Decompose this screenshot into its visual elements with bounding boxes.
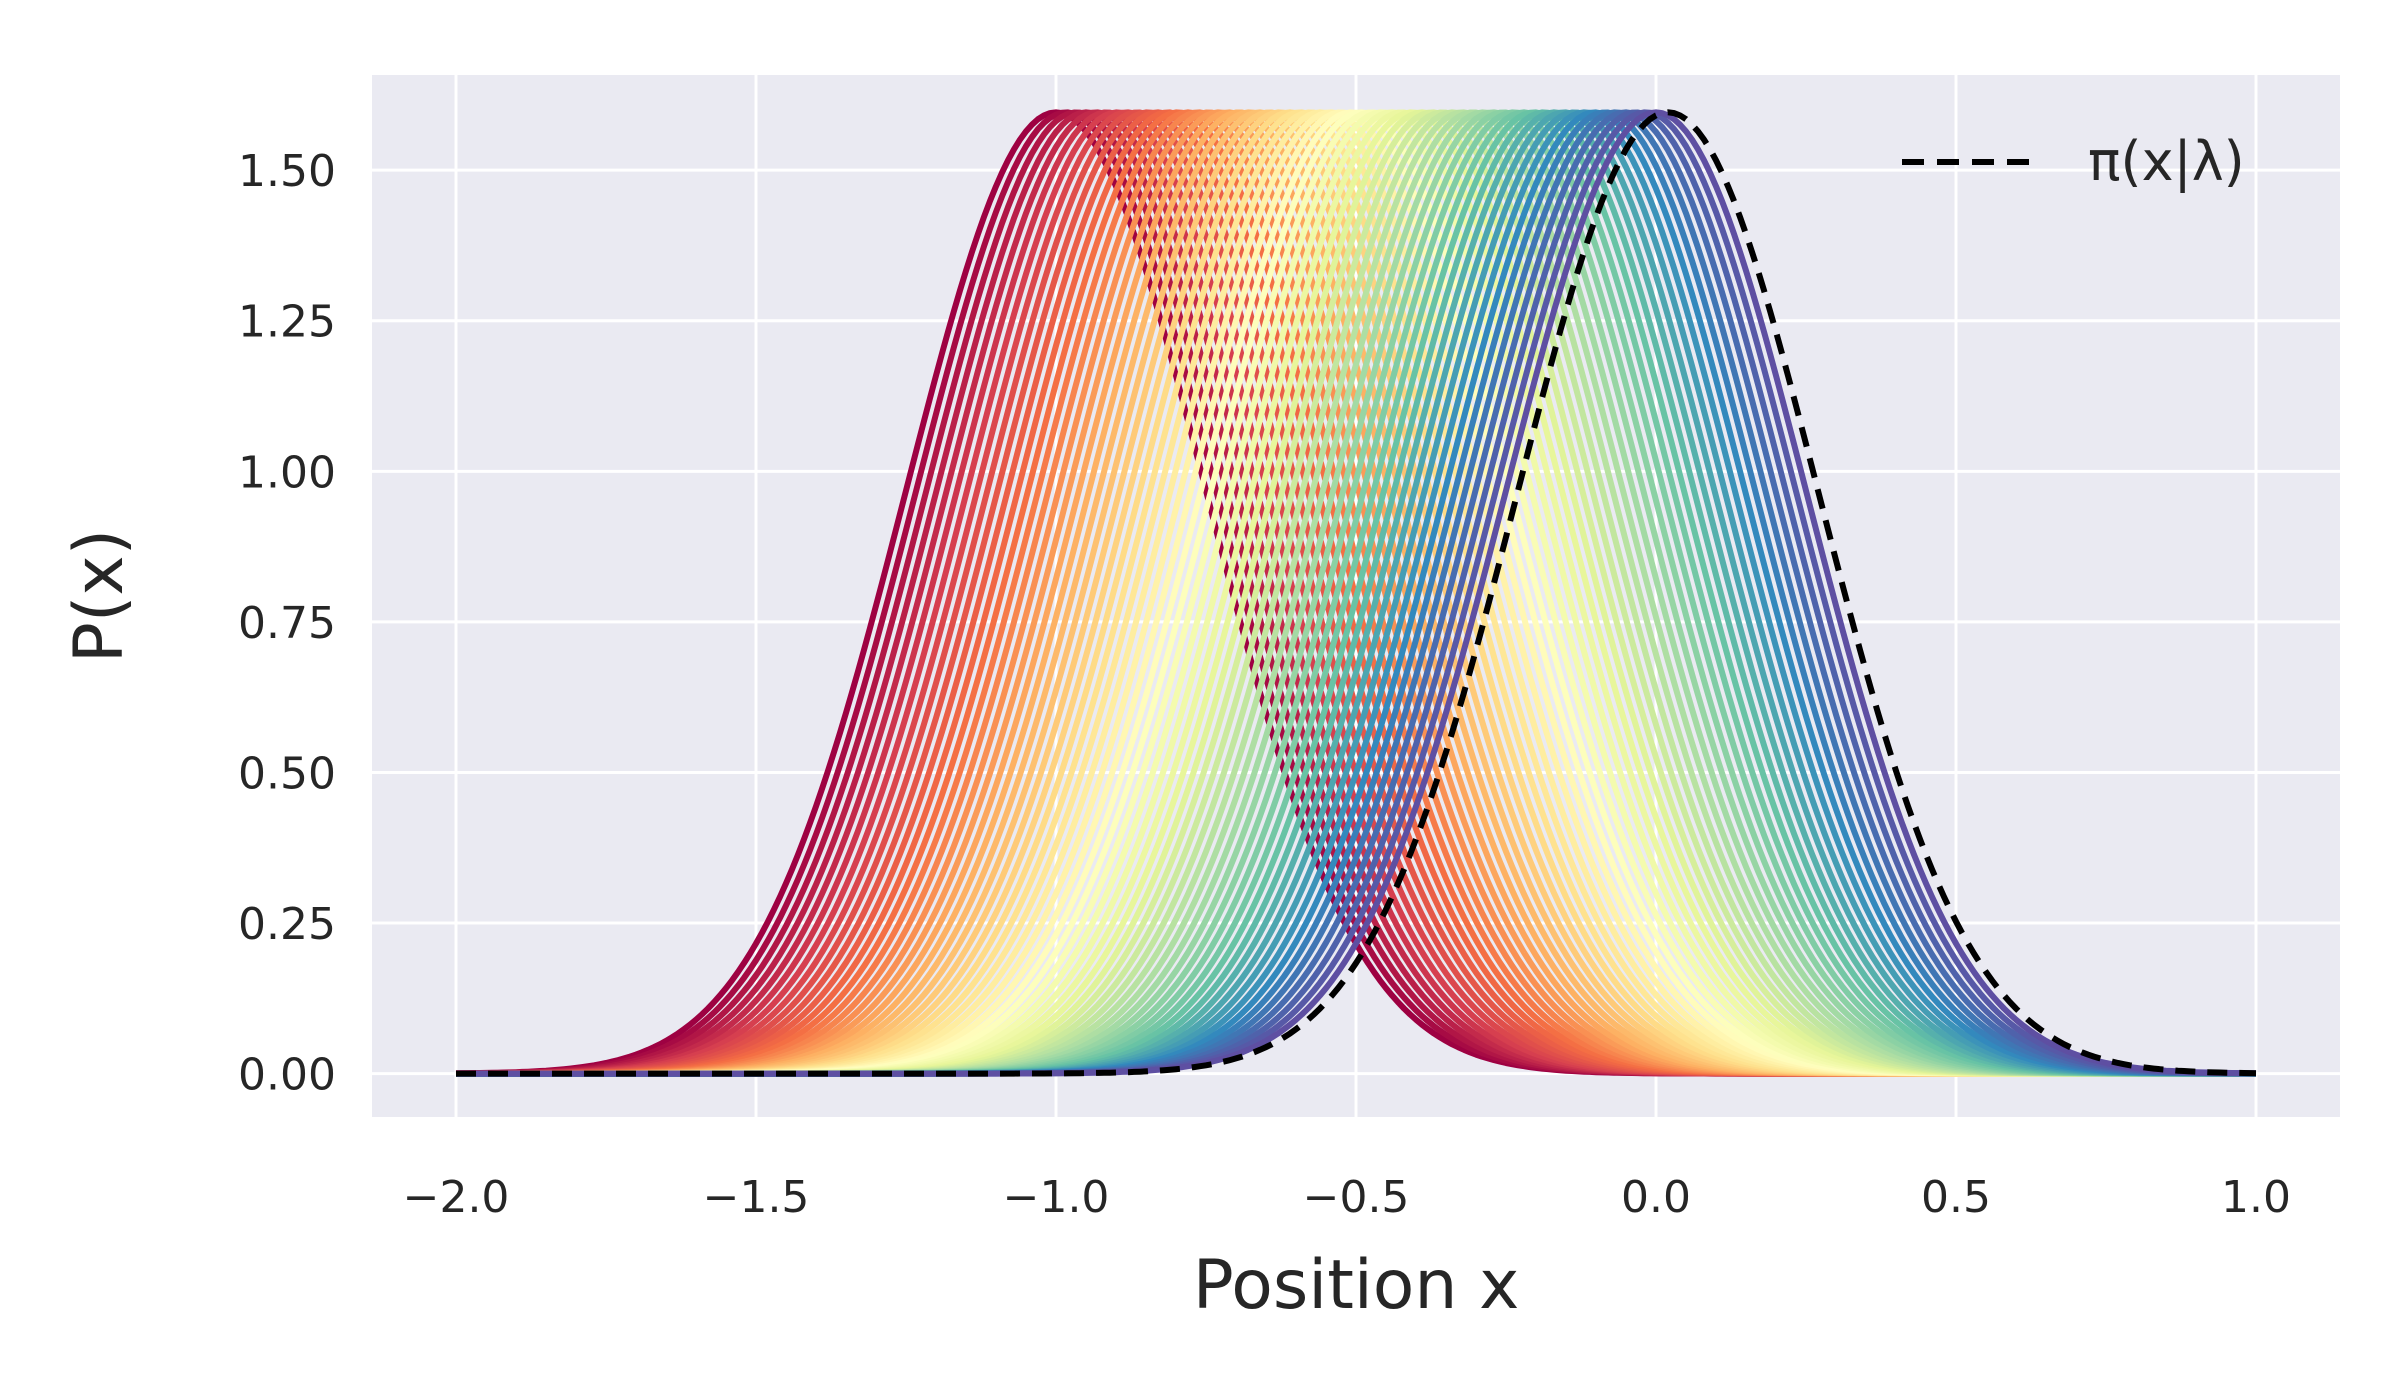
legend: π(x|λ) bbox=[1902, 130, 2245, 193]
x-tick-label-4: 0.0 bbox=[1621, 1172, 1691, 1223]
y-tick-label-4: 1.00 bbox=[238, 447, 336, 498]
tick-labels: −2.0 −1.5 −1.0 −0.5 0.0 0.5 1.0 0.00 0.25 0.50 0.7… bbox=[238, 146, 2291, 1223]
x-tick-label-1: −1.5 bbox=[703, 1172, 810, 1223]
legend-label-reference: π(x|λ) bbox=[2088, 130, 2245, 193]
y-tick-label-6: 1.50 bbox=[238, 146, 336, 197]
x-tick-label-5: 0.5 bbox=[1921, 1172, 1991, 1223]
y-tick-label-0: 0.00 bbox=[238, 1050, 336, 1101]
y-tick-label-5: 1.25 bbox=[238, 297, 336, 348]
y-axis-label: P(x) bbox=[60, 529, 139, 663]
reference-group bbox=[456, 109, 2257, 1077]
x-tick-label-0: −2.0 bbox=[403, 1172, 510, 1223]
x-axis-label: Position x bbox=[1193, 1246, 1520, 1325]
x-tick-label-6: 1.0 bbox=[2221, 1172, 2291, 1223]
x-tick-label-3: −0.5 bbox=[1303, 1172, 1410, 1223]
y-tick-label-1: 0.25 bbox=[238, 899, 336, 950]
y-tick-label-2: 0.50 bbox=[238, 748, 336, 799]
x-tick-label-2: −1.0 bbox=[1003, 1172, 1110, 1223]
reference-line bbox=[456, 109, 2257, 1077]
y-tick-label-3: 0.75 bbox=[238, 598, 336, 649]
